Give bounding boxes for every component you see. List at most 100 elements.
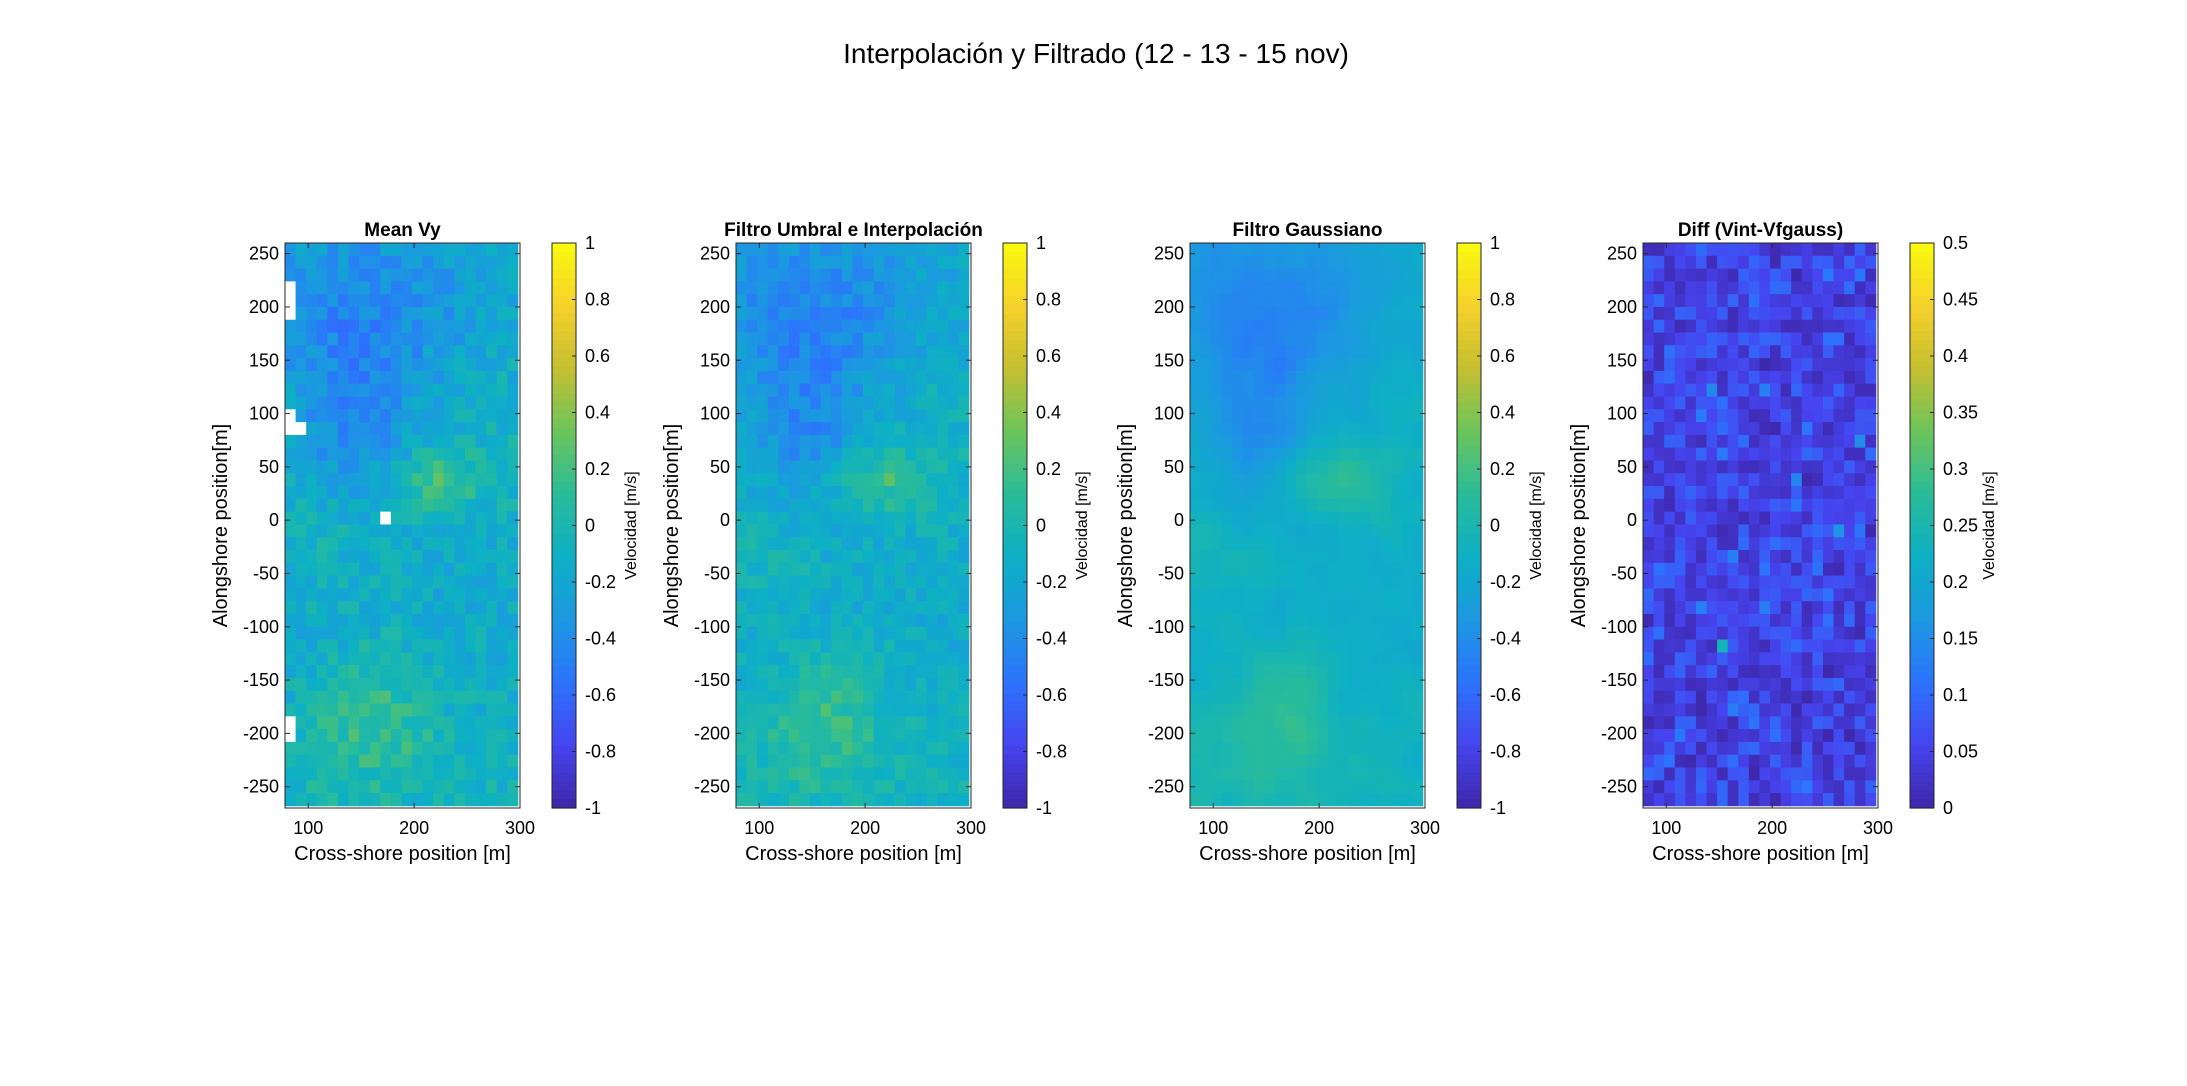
heatmap-cell xyxy=(1401,716,1413,730)
heatmap-cell xyxy=(1854,486,1866,500)
heatmap-cell xyxy=(1759,473,1771,487)
heatmap-cell xyxy=(433,793,445,807)
heatmap-cell xyxy=(422,588,434,602)
heatmap-cell xyxy=(1738,575,1750,589)
heatmap-cell xyxy=(369,460,381,474)
heatmap-cell xyxy=(1359,281,1371,295)
heatmap-cell xyxy=(1748,486,1760,500)
heatmap-cell xyxy=(1748,665,1760,679)
heatmap-cell xyxy=(507,332,519,346)
heatmap-cell xyxy=(1211,575,1223,589)
heatmap-cell xyxy=(736,613,747,628)
heatmap-cell xyxy=(1285,575,1297,589)
heatmap-cell xyxy=(1190,716,1201,730)
heatmap-cell xyxy=(359,434,371,449)
heatmap-cell xyxy=(433,447,445,461)
heatmap-cell xyxy=(852,613,864,628)
heatmap-cell xyxy=(884,588,896,602)
colorbar-tick-label: 0.8 xyxy=(1490,290,1515,310)
heatmap-cell xyxy=(1833,613,1845,628)
heatmap-cell xyxy=(736,358,747,372)
heatmap-cell xyxy=(926,332,938,346)
heatmap-cell xyxy=(422,793,434,807)
heatmap-cell xyxy=(348,562,360,576)
heatmap-cell xyxy=(820,575,832,589)
heatmap-cell xyxy=(1412,409,1424,423)
heatmap-cell xyxy=(327,498,339,513)
heatmap-cell xyxy=(306,243,318,257)
heatmap-cell xyxy=(778,370,790,385)
heatmap-cell xyxy=(1695,498,1707,513)
heatmap-cell xyxy=(1844,306,1856,321)
heatmap-cell xyxy=(475,665,487,679)
heatmap-cell xyxy=(757,652,769,666)
colorbar: 10.80.60.40.20-0.2-0.4-0.6-0.8-1Velocida… xyxy=(551,233,640,818)
heatmap-cell xyxy=(1717,434,1729,449)
heatmap-cell xyxy=(1822,754,1834,768)
heatmap-cell xyxy=(1327,665,1339,679)
heatmap-cell xyxy=(337,319,349,333)
heatmap-cell xyxy=(788,601,800,615)
heatmap-cell xyxy=(380,741,392,756)
heatmap-cell xyxy=(1770,319,1782,333)
heatmap-cell xyxy=(1738,690,1750,704)
colorbar-segment xyxy=(552,419,576,429)
heatmap-cell xyxy=(788,319,800,333)
heatmap-cell xyxy=(810,409,822,423)
heatmap-cell xyxy=(295,754,307,768)
heatmap-cell xyxy=(894,447,906,461)
heatmap-cell xyxy=(1643,255,1654,269)
heatmap-cell-missing xyxy=(285,281,296,295)
y-tick-label: 50 xyxy=(1164,457,1184,477)
heatmap-cell xyxy=(1717,562,1729,576)
heatmap-cell xyxy=(926,575,938,589)
heatmap-cell xyxy=(1822,780,1834,794)
heatmap-cell xyxy=(1380,639,1392,653)
heatmap-cell xyxy=(390,332,402,346)
heatmap-cell xyxy=(306,268,318,282)
heatmap-cell xyxy=(316,767,328,781)
heatmap-cell xyxy=(1643,409,1654,423)
heatmap-cell xyxy=(1295,434,1307,449)
heatmap-cell xyxy=(1674,665,1686,679)
heatmap-cell xyxy=(1391,511,1403,525)
heatmap-cell xyxy=(778,729,790,743)
heatmap-cell xyxy=(1738,409,1750,423)
heatmap-cell xyxy=(894,741,906,756)
heatmap-cell xyxy=(884,422,896,436)
heatmap-cell xyxy=(810,550,822,564)
heatmap-cell xyxy=(1253,703,1265,717)
heatmap-cell xyxy=(1822,665,1834,679)
y-tick-label: -200 xyxy=(694,723,730,743)
heatmap-cell xyxy=(757,447,769,461)
heatmap-cell xyxy=(778,332,790,346)
heatmap-cell xyxy=(788,793,800,807)
y-tick-label: 50 xyxy=(259,457,279,477)
heatmap-cell xyxy=(1338,665,1350,679)
heatmap-cell xyxy=(1380,243,1392,257)
heatmap-cell xyxy=(937,626,949,640)
heatmap-cell xyxy=(1348,268,1360,282)
heatmap-cell xyxy=(1706,332,1718,346)
heatmap-cell xyxy=(905,767,917,781)
heatmap-cell xyxy=(1359,319,1371,333)
heatmap-cell xyxy=(1211,511,1223,525)
heatmap-cell xyxy=(1274,383,1286,397)
heatmap-cell xyxy=(1865,716,1877,730)
heatmap-cell xyxy=(1264,767,1276,781)
heatmap-cell xyxy=(1211,703,1223,717)
heatmap-cell xyxy=(1717,447,1729,461)
heatmap-cell xyxy=(1380,306,1392,321)
heatmap-cell xyxy=(1812,562,1824,576)
heatmap-cell xyxy=(295,306,307,321)
heatmap-cell xyxy=(1380,601,1392,615)
heatmap-cell xyxy=(799,422,811,436)
heatmap-cell xyxy=(1854,243,1866,257)
heatmap-cell xyxy=(1727,281,1739,295)
heatmap-cell xyxy=(337,793,349,807)
heatmap-cell xyxy=(1338,396,1350,410)
heatmap-cell xyxy=(926,409,938,423)
heatmap-cell xyxy=(401,332,413,346)
heatmap-cell xyxy=(380,639,392,653)
heatmap-cell xyxy=(820,294,832,308)
